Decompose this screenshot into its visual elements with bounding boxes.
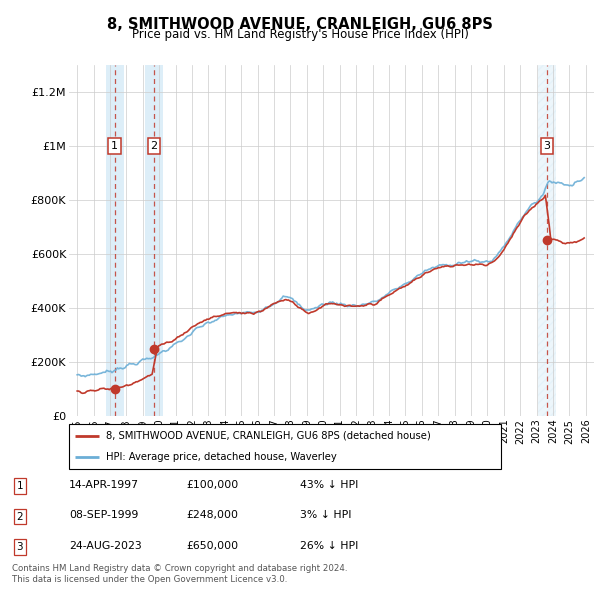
Text: HPI: Average price, detached house, Waverley: HPI: Average price, detached house, Wave… <box>106 452 337 462</box>
Text: 3: 3 <box>544 141 551 151</box>
Text: 43% ↓ HPI: 43% ↓ HPI <box>300 480 358 490</box>
Text: £248,000: £248,000 <box>186 510 238 520</box>
Text: 14-APR-1997: 14-APR-1997 <box>69 480 139 490</box>
Text: Contains HM Land Registry data © Crown copyright and database right 2024.: Contains HM Land Registry data © Crown c… <box>12 565 347 573</box>
Text: 26% ↓ HPI: 26% ↓ HPI <box>300 541 358 551</box>
Text: 3% ↓ HPI: 3% ↓ HPI <box>300 510 352 520</box>
Text: 8, SMITHWOOD AVENUE, CRANLEIGH, GU6 8PS: 8, SMITHWOOD AVENUE, CRANLEIGH, GU6 8PS <box>107 17 493 31</box>
Text: 1: 1 <box>16 481 23 491</box>
Text: Price paid vs. HM Land Registry's House Price Index (HPI): Price paid vs. HM Land Registry's House … <box>131 28 469 41</box>
Bar <box>145 65 163 416</box>
Text: 08-SEP-1999: 08-SEP-1999 <box>69 510 139 520</box>
Bar <box>538 65 556 416</box>
Text: 8, SMITHWOOD AVENUE, CRANLEIGH, GU6 8PS (detached house): 8, SMITHWOOD AVENUE, CRANLEIGH, GU6 8PS … <box>106 431 430 441</box>
Bar <box>106 65 124 416</box>
Text: £100,000: £100,000 <box>186 480 238 490</box>
Text: £650,000: £650,000 <box>186 541 238 551</box>
FancyBboxPatch shape <box>69 424 501 469</box>
Text: 2: 2 <box>151 141 158 151</box>
Text: 1: 1 <box>111 141 118 151</box>
Text: 3: 3 <box>16 542 23 552</box>
Text: This data is licensed under the Open Government Licence v3.0.: This data is licensed under the Open Gov… <box>12 575 287 584</box>
Text: 2: 2 <box>16 512 23 522</box>
Text: 24-AUG-2023: 24-AUG-2023 <box>69 541 142 551</box>
